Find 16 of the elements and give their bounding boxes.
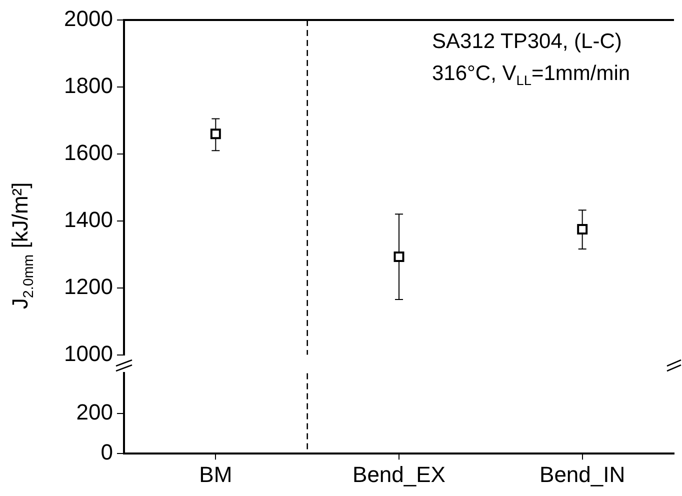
y-tick-label: 1000 xyxy=(64,340,113,366)
annotation: 316°C, V$_{LL}$=1mm/min xyxy=(432,62,630,88)
x-tick-label: BM xyxy=(199,462,232,487)
y-tick-label: 2000 xyxy=(64,6,113,32)
y-tick-label: 1400 xyxy=(64,206,113,232)
point xyxy=(210,128,221,140)
y-tick-label: 1600 xyxy=(64,140,113,165)
y-tick-label: 1800 xyxy=(64,73,113,98)
annotation: SA312 TP304, (L-C) xyxy=(432,30,622,54)
y-tick-label: 1200 xyxy=(64,274,113,299)
point xyxy=(577,224,588,234)
y-tick-label: 200 xyxy=(76,399,113,424)
x-tick-label: Bend_EX xyxy=(352,462,446,487)
point xyxy=(394,251,404,262)
x-tick-label: Bend_IN xyxy=(540,462,626,487)
y-tick-label: 0 xyxy=(100,440,113,465)
